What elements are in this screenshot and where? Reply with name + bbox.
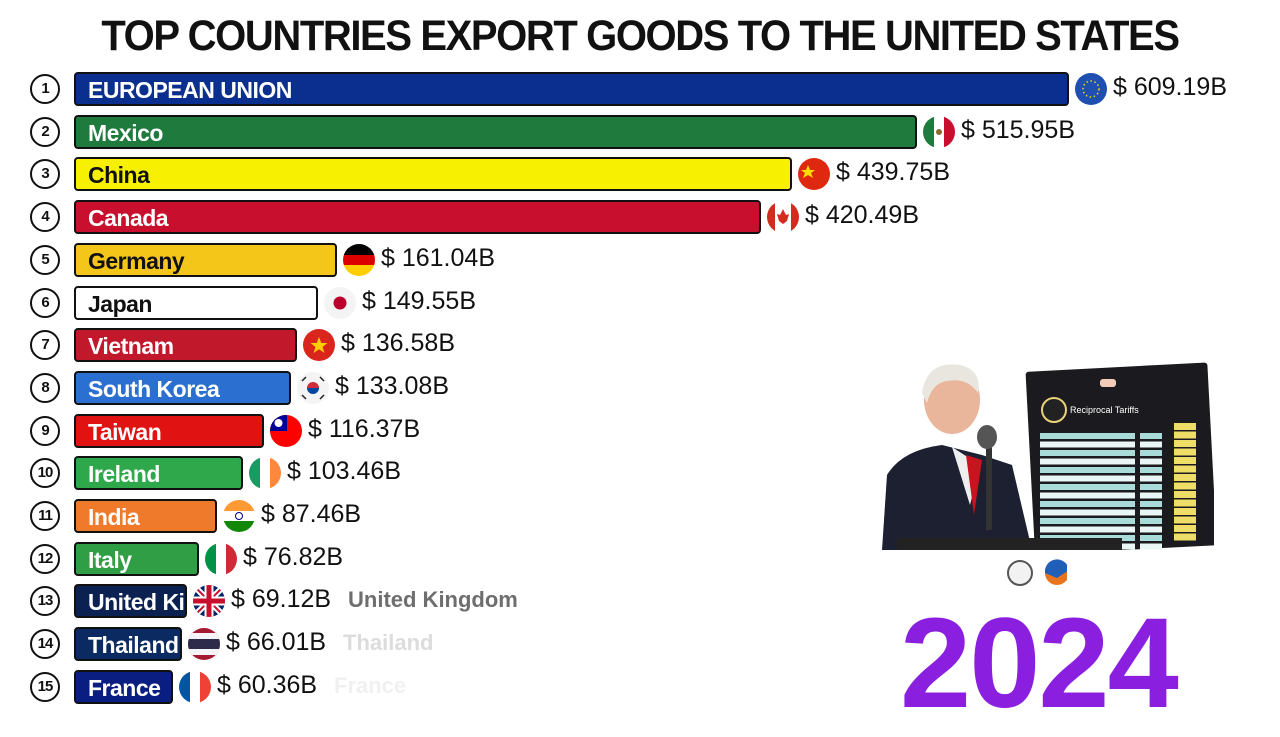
bar-label: South Korea	[88, 375, 220, 402]
value-label: $ 116.37B	[308, 414, 421, 443]
bar: Canada	[74, 200, 761, 235]
rank-badge: 4	[30, 202, 60, 233]
bar-label: Taiwan	[88, 418, 162, 445]
board-title: Reciprocal Tariffs	[1070, 405, 1139, 415]
rank-badge: 6	[30, 287, 60, 318]
bar-label: China	[88, 162, 150, 189]
bar: Germany	[74, 242, 337, 277]
south-korea-flag-icon	[297, 371, 329, 404]
rank-badge: 5	[30, 244, 60, 275]
value-label: $ 66.01B	[226, 628, 327, 657]
bar-label: Japan	[88, 290, 152, 317]
bar-label: Vietnam	[88, 333, 174, 360]
rank-badge: 15	[30, 671, 60, 702]
speaker-with-tariff-board-photo: Reciprocal Tariffs	[882, 362, 1214, 550]
value-label: $ 439.75B	[836, 158, 950, 187]
year-label: 2024	[900, 592, 1179, 735]
bar: Taiwan	[74, 413, 264, 448]
value-label: $ 161.04B	[381, 243, 495, 272]
ireland-flag-icon	[249, 457, 281, 490]
germany-flag-icon	[343, 243, 375, 276]
value-label: $ 87.46B	[261, 500, 362, 528]
value-label: $ 136.58B	[341, 329, 455, 358]
bar-label: Canada	[88, 205, 169, 232]
rank-badge: 8	[30, 372, 60, 403]
bar: EUROPEAN UNION	[74, 72, 1069, 106]
rank-badge: 3	[30, 159, 60, 190]
bar-label: Ireland	[88, 461, 160, 488]
bar-label: Mexico	[88, 119, 163, 146]
rank-badge: 12	[30, 543, 60, 574]
italy-flag-icon	[205, 542, 237, 575]
rank-badge: 11	[30, 501, 60, 531]
bar: Thailand	[74, 627, 182, 662]
value-label: $ 149.55B	[362, 286, 476, 315]
india-flag-icon	[223, 500, 255, 532]
bar: Japan	[74, 285, 318, 320]
mexico-flag-icon	[923, 115, 955, 148]
france-flag-icon	[179, 670, 211, 703]
eu-flag-icon	[1075, 73, 1107, 105]
bar: Mexico	[74, 114, 917, 149]
value-label: $ 60.36B	[217, 670, 318, 699]
bar-label: France	[88, 674, 161, 701]
rank-badge: 1	[30, 74, 60, 104]
rank-badge: 9	[30, 415, 60, 446]
thailand-flag-icon	[188, 628, 220, 661]
value-label: $ 133.08B	[335, 371, 449, 400]
channel-logos	[1007, 559, 1067, 586]
value-label: $ 420.49B	[805, 201, 919, 230]
rank-badge: 13	[30, 586, 60, 617]
rank-badge: 7	[30, 330, 60, 361]
bar-label: Thailand	[88, 632, 179, 659]
value-label: $ 69.12B	[231, 585, 332, 614]
channel-logo-icon-1	[1007, 560, 1033, 586]
bar: Vietnam	[74, 328, 297, 363]
trailing-country-label: United Kingdom	[348, 587, 518, 613]
bar: Ireland	[74, 456, 243, 491]
japan-flag-icon	[324, 286, 356, 319]
bar: United Kingdom	[74, 584, 187, 619]
rank-badge: 14	[30, 629, 60, 660]
vietnam-flag-icon	[303, 329, 335, 362]
bar: China	[74, 157, 792, 192]
trailing-country-label: Thailand	[343, 630, 434, 656]
bar-label: United Kingdom	[88, 589, 185, 616]
chart-title: TOP COUNTRIES EXPORT GOODS TO THE UNITED…	[101, 12, 1180, 60]
bar: Italy	[74, 541, 199, 576]
value-label: $ 609.19B	[1113, 73, 1227, 101]
taiwan-flag-icon	[270, 414, 302, 447]
value-label: $ 515.95B	[961, 115, 1075, 144]
china-flag-icon	[798, 158, 830, 191]
bar: India	[74, 499, 217, 533]
uk-flag-icon	[193, 585, 225, 618]
bar-label: EUROPEAN UNION	[88, 77, 292, 103]
canada-flag-icon	[767, 201, 799, 234]
rank-badge: 10	[30, 458, 60, 489]
bar-label: India	[88, 504, 140, 530]
value-label: $ 103.46B	[287, 457, 401, 486]
bar-label: Germany	[88, 247, 185, 274]
bar: South Korea	[74, 370, 291, 405]
value-label: $ 76.82B	[243, 542, 344, 571]
bar-label: Italy	[88, 546, 132, 573]
trailing-country-label: France	[334, 672, 407, 698]
rank-badge: 2	[30, 116, 60, 147]
bar: France	[74, 669, 173, 704]
